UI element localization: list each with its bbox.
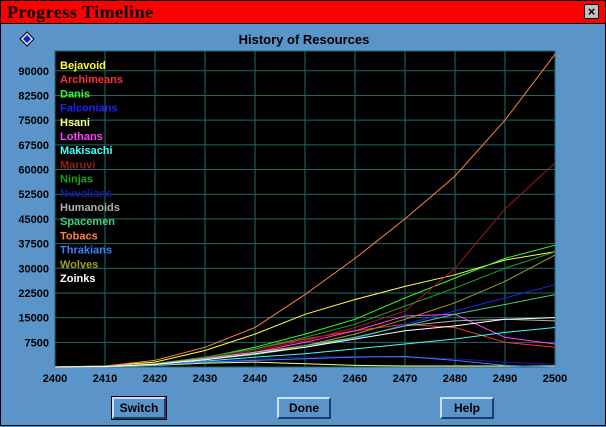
series-line [54,53,556,368]
y-tick-label: 82500 [18,90,49,102]
legend-entry: Falconians [60,103,117,115]
legend-entry: Bejavoid [60,60,106,72]
legend-entry: Maruvi [60,159,95,171]
x-tick-label: 2450 [293,373,317,385]
y-tick-label: 90000 [18,66,49,78]
legend-entry: Wolves [60,259,98,271]
legend-entry: Nuvalians [60,188,112,200]
x-tick-label: 2460 [343,373,367,385]
close-button[interactable]: × [584,4,599,19]
close-icon: × [587,4,596,19]
x-tick-label: 2500 [543,373,567,385]
legend-entry: Humanoids [60,202,120,214]
x-tick-label: 2430 [193,373,217,385]
switch-button[interactable]: Switch [111,396,167,420]
series-line [54,251,556,368]
y-tick-label: 67500 [18,140,49,152]
x-tick-label: 2470 [393,373,417,385]
title-bar[interactable]: Progress Timeline × [1,1,605,24]
x-tick-label: 2420 [143,373,167,385]
y-tick-label: 15000 [18,313,49,325]
legend-entry: Lothans [60,131,103,143]
legend-entry: Ninjas [60,174,93,186]
diamond-icon[interactable] [19,31,35,47]
y-tick-label: 30000 [18,263,49,275]
done-button[interactable]: Done [277,397,331,419]
legend-entry: Makisachi [60,145,113,157]
x-tick-label: 2410 [93,373,117,385]
y-tick-label: 22500 [18,288,49,300]
legend-entry: Zoinks [60,273,95,285]
x-tick-label: 2480 [443,373,467,385]
y-tick-label: 45000 [18,214,49,226]
window-title: Progress Timeline [7,2,154,22]
legend-entry: Archimeans [60,74,123,86]
x-tick-label: 2440 [243,373,267,385]
plot-border [54,50,556,368]
y-tick-label: 60000 [18,165,49,177]
legend-entry: Tobacs [60,230,98,242]
legend-entry: Thrakians [60,245,112,257]
x-tick-label: 2490 [493,373,517,385]
legend-entry: Danis [60,88,90,100]
y-tick-label: 75000 [18,115,49,127]
series-line [54,317,556,368]
y-tick-label: 37500 [18,239,49,251]
legend-entry: Hsani [60,117,90,129]
chart-title: History of Resources [238,32,370,47]
help-button[interactable]: Help [440,397,494,419]
x-tick-label: 2400 [43,373,67,385]
y-tick-label: 7500 [25,337,49,349]
legend-entry: Spacemen [60,216,115,228]
y-tick-label: 52500 [18,189,49,201]
